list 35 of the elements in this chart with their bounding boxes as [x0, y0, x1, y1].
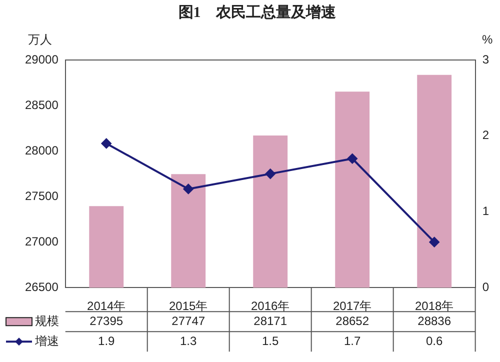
- data-label: 1.7: [344, 334, 362, 348]
- x-tick-label: 2018年: [414, 299, 454, 314]
- y-tick-label: 28000: [24, 143, 59, 158]
- y-tick-label: 27500: [24, 188, 59, 203]
- y2-tick-label: 1: [482, 204, 490, 218]
- point: [429, 237, 440, 248]
- legend-label: 增速: [34, 334, 59, 348]
- legend-label: 规模: [35, 314, 59, 328]
- data-label: 0.6: [426, 334, 443, 348]
- y-tick-label: 29000: [24, 52, 59, 66]
- y-axis-title: 万人: [28, 32, 52, 46]
- x-tick-label: 2015年: [169, 299, 208, 314]
- y2-axis-title: %: [482, 32, 493, 46]
- point: [347, 154, 358, 164]
- y-tick-label: 28500: [24, 98, 59, 112]
- y2-tick-label: 2: [482, 128, 490, 142]
- y2-tick-label: 0: [482, 280, 490, 294]
- point: [101, 138, 112, 148]
- point: [265, 168, 276, 179]
- data-label: 1.5: [262, 334, 280, 348]
- y-tick-label: 26500: [24, 280, 59, 294]
- data-label: 28836: [418, 314, 452, 328]
- point: [183, 184, 194, 194]
- y-tick-label: 27000: [24, 234, 59, 248]
- data-label: 27395: [90, 314, 124, 328]
- data-label: 27747: [172, 314, 206, 328]
- data-label: 28652: [336, 314, 370, 328]
- chart-title: 图1 农民工总量及增速: [178, 4, 337, 21]
- x-tick-label: 2016年: [250, 299, 290, 314]
- data-label: 1.9: [98, 334, 116, 348]
- data-label: 1.3: [180, 334, 198, 348]
- x-tick-label: 2017年: [332, 299, 372, 314]
- x-tick-label: 2014年: [87, 299, 126, 314]
- y2-tick-label: 3: [482, 52, 490, 66]
- data-label: 28171: [254, 314, 288, 328]
